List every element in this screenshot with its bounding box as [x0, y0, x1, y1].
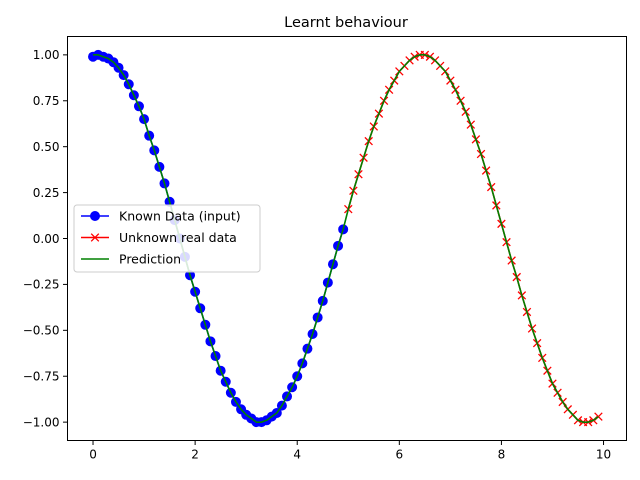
x-tick-label: 6	[396, 448, 404, 462]
x-tick-label: 8	[498, 448, 506, 462]
plot-area	[88, 49, 603, 428]
legend-box	[73, 204, 261, 273]
axes: 0 2 4 6 8 10 1.00 0.75 0.50 0.25 0.00 −0.25 −0.50 −0.…	[23, 48, 611, 461]
legend-label: Known Data (input)	[119, 209, 241, 224]
y-tick-label: 0.25	[33, 186, 60, 200]
chart-title: Learnt behaviour	[284, 15, 408, 31]
legend-label: Unknown real data	[119, 230, 237, 245]
y-tick-label: −0.25	[23, 278, 60, 292]
legend-swatch-marker	[90, 233, 100, 242]
legend-entry-prediction: Prediction	[81, 252, 181, 267]
y-tick-label: 0.00	[33, 232, 60, 246]
y-tick-label: 0.50	[33, 140, 60, 154]
y-tick-label: 0.75	[33, 94, 60, 108]
x-tick-label: 10	[596, 448, 611, 462]
y-tick-label: 1.00	[33, 48, 60, 62]
series-group	[88, 49, 603, 428]
legend-entry-unknown-real-data: Unknown real data	[81, 230, 237, 245]
y-tick-label: −1.00	[23, 415, 60, 429]
legend-entry-known-data-input: Known Data (input)	[81, 209, 241, 224]
y-tick-label: −0.50	[23, 324, 60, 338]
legend-swatch-marker	[90, 211, 100, 221]
x-tick-label: 4	[293, 448, 301, 462]
legend: Known Data (input) Unknown real data Predi…	[73, 204, 261, 273]
x-tick-label: 0	[89, 448, 97, 462]
x-tick-label: 2	[191, 448, 199, 462]
legend-label: Prediction	[119, 252, 181, 267]
y-tick-label: −0.75	[23, 370, 60, 384]
